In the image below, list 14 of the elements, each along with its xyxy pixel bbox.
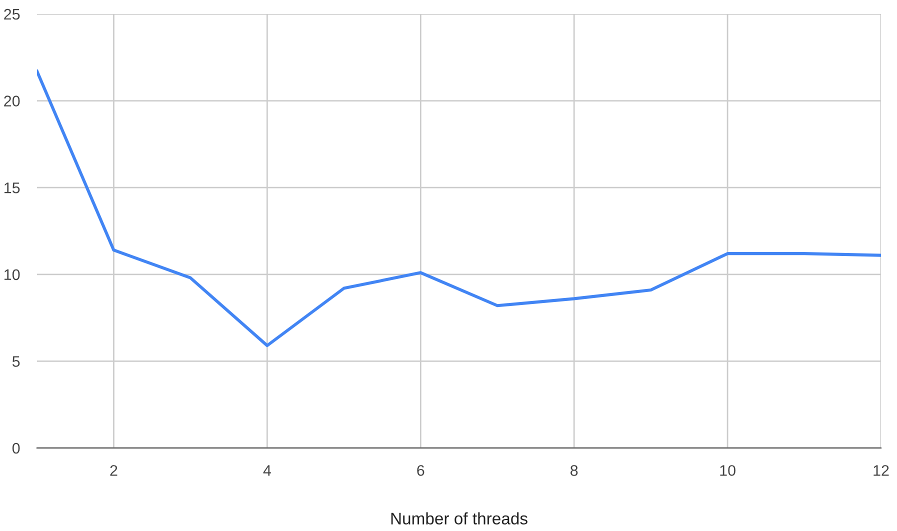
y-tick-label: 5 (12, 356, 20, 367)
y-tick-label: 0 (12, 442, 20, 454)
x-tick-label: 12 (874, 465, 889, 476)
y-tick-label: 20 (4, 96, 20, 106)
y-tick-label: 10 (4, 269, 20, 280)
x-tick-label: 2 (110, 465, 118, 476)
x-tick-label: 8 (570, 465, 578, 476)
y-tick-label: 25 (4, 8, 20, 20)
line-series (37, 70, 881, 348)
x-axis-title: Number of threads (391, 512, 528, 524)
x-tick-label: 10 (720, 465, 736, 476)
x-tick-label: 4 (263, 465, 271, 476)
y-tick-label: 15 (4, 182, 20, 194)
x-tick-label: 6 (417, 465, 424, 476)
